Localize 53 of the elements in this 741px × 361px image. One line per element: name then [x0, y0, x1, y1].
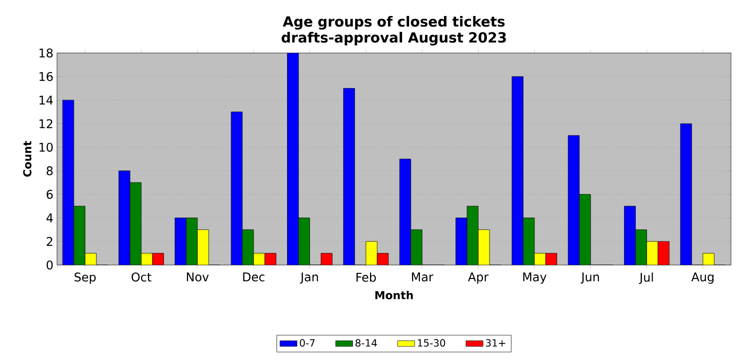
x-tick-label: May [523, 272, 546, 284]
bar [579, 194, 591, 265]
bar [230, 112, 243, 265]
bar [399, 158, 412, 265]
y-tick-label: 8 [46, 166, 53, 176]
bar [343, 88, 355, 265]
bar [410, 229, 422, 265]
bar [130, 182, 142, 265]
x-tick-label: Dec [243, 272, 264, 282]
legend-label: 15-30 [418, 339, 446, 347]
bar [62, 100, 74, 265]
x-tick-label: Feb [356, 272, 376, 282]
bar [242, 229, 254, 265]
y-tick-label: 14 [40, 96, 53, 104]
x-tick-label: Jul [638, 272, 653, 284]
x-tick-label: Jan [300, 272, 318, 284]
bar [523, 218, 534, 265]
x-axis-title: Month [375, 290, 413, 300]
y-tick-label: 12 [40, 119, 52, 128]
x-tick-label: Jun [580, 272, 599, 284]
x-tick-label: Sep [74, 272, 96, 284]
bar [680, 123, 692, 265]
bar [568, 135, 580, 265]
x-tick-label: Apr [468, 272, 489, 284]
legend-label: 0-7 [300, 339, 315, 347]
x-tick-label: Aug [691, 272, 714, 284]
x-tick-label: Oct [132, 272, 152, 282]
y-tick-label: 18 [40, 48, 53, 58]
y-tick-label: 0 [46, 260, 53, 270]
bar [635, 229, 647, 265]
bar [197, 229, 209, 265]
chart-title: Age groups of closed tickets drafts-approval August 2023 [282, 16, 506, 46]
bar [466, 206, 478, 265]
y-tick-label: 16 [40, 72, 53, 82]
bar [174, 218, 186, 265]
y-tick-label: 2 [46, 237, 52, 246]
bar [287, 53, 299, 265]
y-axis-title: Count [23, 141, 32, 177]
legend-label: 8-14 [356, 339, 377, 347]
bar [456, 218, 468, 265]
x-tick-label: Nov [186, 272, 209, 282]
y-tick-label: 6 [46, 190, 53, 199]
bar [74, 206, 86, 265]
bar [624, 206, 636, 265]
x-tick-label: Mar [412, 272, 434, 282]
bar [298, 218, 310, 265]
legend-label: 31+ [486, 339, 506, 347]
bar [512, 76, 524, 265]
y-tick-label: 10 [40, 142, 53, 152]
bar [118, 170, 130, 265]
bar [186, 218, 198, 265]
y-tick-label: 4 [46, 214, 53, 222]
bar [478, 229, 490, 265]
